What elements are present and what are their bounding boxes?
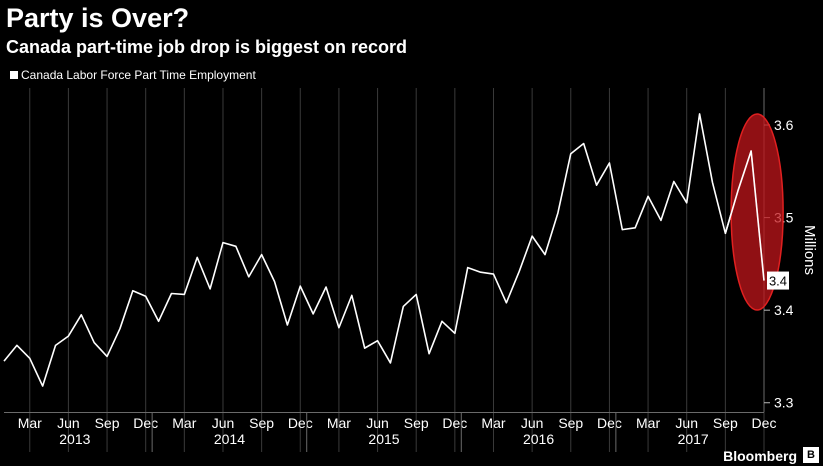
last-value-box [767,271,789,290]
x-tick-label: Sep [713,415,738,431]
brand-name: Bloomberg [723,448,797,464]
x-tick-label: Mar [481,415,505,431]
x-year-label: 2017 [678,431,709,447]
x-tick-label: Jun [212,415,235,431]
x-tick-label: Sep [558,415,583,431]
legend-swatch [10,71,18,79]
x-tick-label: Mar [18,415,42,431]
x-tick-label: Dec [288,415,313,431]
x-tick-label: Sep [249,415,274,431]
x-tick-label: Jun [675,415,698,431]
legend: Canada Labor Force Part Time Employment [10,68,256,82]
x-year-label: 2013 [59,431,90,447]
x-year-label: 2015 [368,431,399,447]
x-tick-label: Mar [172,415,196,431]
x-tick-label: Mar [327,415,351,431]
series-line-highlight [724,150,765,281]
legend-label: Canada Labor Force Part Time Employment [21,68,256,82]
x-tick-label: Mar [636,415,660,431]
y-tick-label: 3.4 [774,302,794,318]
y-axis-label: Millions [801,225,818,275]
x-tick-label: Sep [404,415,429,431]
x-tick-label: Dec [597,415,622,431]
x-year-label: 2014 [214,431,245,447]
last-value-label: 3.4 [769,274,787,289]
bloomberg-logo-icon: B [803,447,819,463]
x-tick-label: Sep [95,415,120,431]
x-tick-label: Dec [752,415,777,431]
chart-subtitle: Canada part-time job drop is biggest on … [6,37,408,57]
x-year-label: 2016 [523,431,554,447]
y-tick-label: 3.6 [774,117,794,133]
chart-title: Party is Over? [6,3,190,33]
x-tick-label: Jun [57,415,80,431]
x-tick-label: Dec [442,415,467,431]
x-tick-label: Dec [133,415,158,431]
x-tick-label: Jun [366,415,389,431]
y-tick-label: 3.3 [774,395,794,411]
x-tick-label: Jun [521,415,544,431]
series-line [3,113,765,387]
